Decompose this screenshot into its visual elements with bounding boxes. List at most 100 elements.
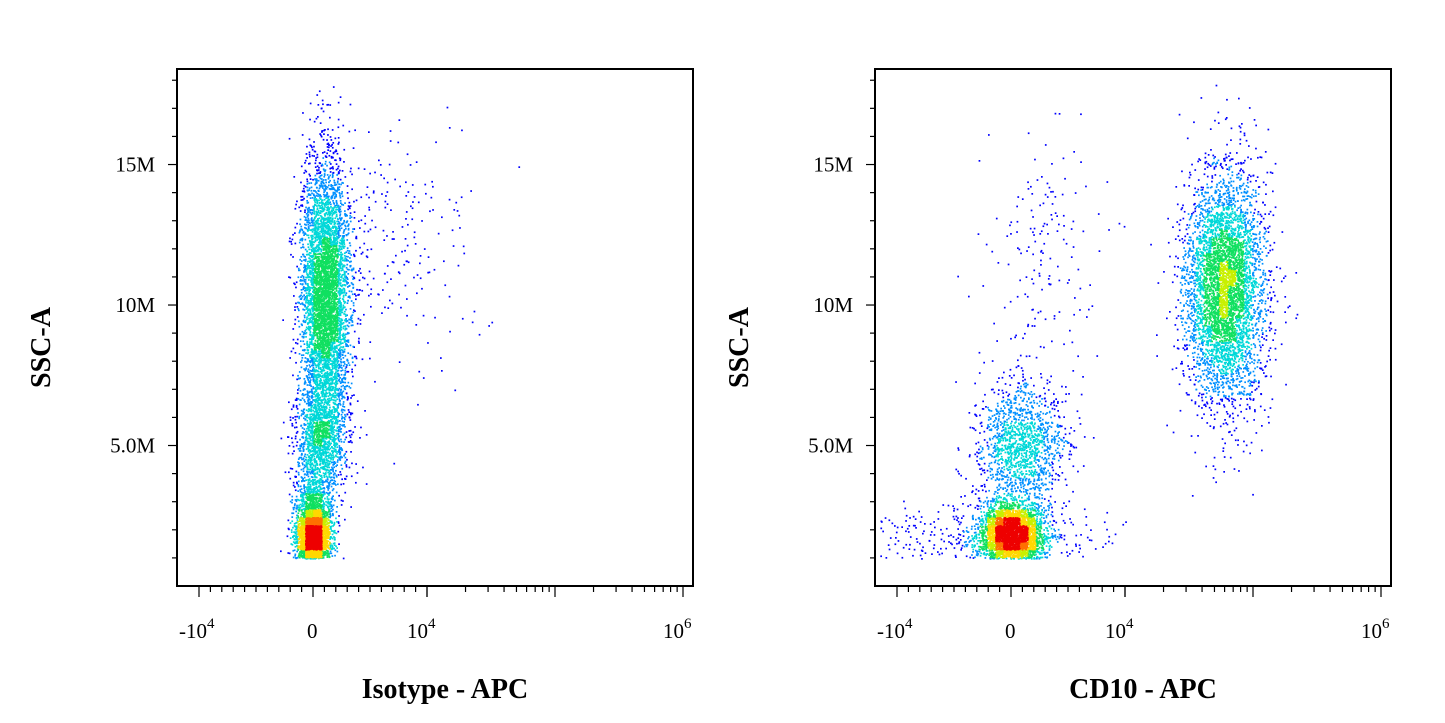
event-dot [314,492,317,495]
event-dot [316,364,319,367]
event-dot [342,357,345,359]
event-dot [354,271,357,274]
event-dot [338,300,340,303]
event-dot [310,303,313,306]
event-dot [324,450,326,453]
event-dot [410,205,412,208]
event-dot [300,260,303,262]
event-dot [306,349,309,352]
event-dot [318,402,321,405]
event-dot [316,229,319,231]
event-dot [317,439,319,441]
event-dot [333,364,336,367]
event-dot [331,398,333,401]
event-dot [352,304,355,307]
event-dot [307,294,310,297]
event-dot [332,513,334,516]
event-dot [335,211,338,214]
event-dot [336,382,339,385]
event-dot [331,188,333,191]
event-dot [342,322,345,324]
event-dot [338,367,340,369]
event-dot [382,289,384,291]
event-dot [341,259,344,262]
event-dot [336,450,339,453]
event-dot [336,217,339,220]
event-dot [343,247,345,249]
event-dot [334,386,337,389]
event-dot [329,377,332,380]
event-dot [308,138,311,141]
event-dot [339,305,342,307]
event-dot [346,192,349,194]
event-dot [351,275,354,278]
event-dot [358,337,360,340]
event-dot [313,468,316,471]
event-dot [319,225,322,227]
event-dot [315,445,318,448]
event-dot [312,328,315,331]
event-dot [297,480,300,483]
event-dot [405,218,407,220]
event-dot [343,229,346,231]
event-dot [292,338,295,341]
event-dot [313,205,315,208]
event-dot [324,206,326,208]
event-dot [328,207,331,209]
event-dot [309,483,312,486]
event-dot [333,463,335,465]
event-dot [312,332,315,334]
event-dot [404,249,406,252]
event-dot [343,148,346,151]
event-dot [330,453,332,456]
event-dot [336,189,338,192]
event-dot [320,444,323,447]
event-dot [332,542,335,545]
event-dot [342,204,345,206]
event-dot [309,355,311,358]
event-dot [340,364,343,367]
event-dot [304,501,307,504]
event-dot [308,275,311,278]
event-dot [330,397,332,400]
event-dot [308,424,311,427]
event-dot [292,534,295,537]
event-dot [292,404,295,407]
event-dot [333,396,336,399]
event-dot [314,229,317,231]
event-dot [349,265,352,267]
event-dot [313,378,315,381]
event-dot [315,157,317,159]
event-dot [331,346,333,348]
event-dot [427,256,430,258]
event-dot [337,451,340,453]
event-dot [321,406,323,409]
event-dot [319,230,321,233]
event-dot [328,483,331,486]
event-dot [333,223,336,225]
event-dot [339,351,342,354]
event-dot [300,366,303,369]
event-dot [339,353,342,355]
event-dot [316,199,319,202]
event-dot [347,341,350,343]
event-dot [337,403,339,406]
event-dot [314,453,316,455]
event-dot [341,274,344,276]
event-dot [337,143,340,145]
event-dot [305,271,308,273]
event-dot [333,482,335,484]
event-dot [296,482,298,485]
event-dot [309,465,312,467]
event-dot [315,432,317,434]
event-dot [319,357,321,359]
event-dot [319,452,321,455]
event-dot [320,200,323,202]
event-dot [315,455,318,458]
event-dot [341,257,344,259]
event-dot [331,537,334,540]
event-dot [391,238,394,240]
event-dot [337,233,339,235]
event-dot [332,474,335,476]
event-dot [316,388,318,390]
